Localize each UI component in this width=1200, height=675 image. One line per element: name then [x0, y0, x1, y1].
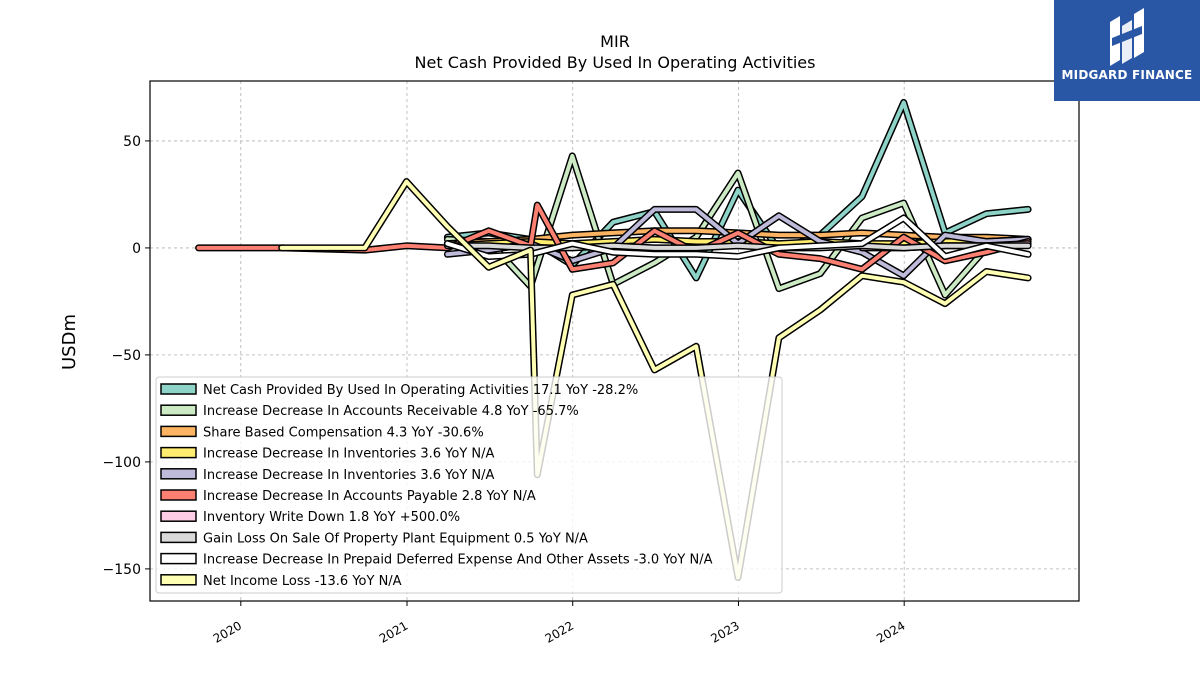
series-line-7	[443, 242, 1032, 252]
legend-swatch	[160, 446, 197, 459]
x-tick-label: 2023	[708, 618, 741, 645]
legend-swatch	[160, 510, 197, 522]
legend-entry: Increase Decrease In Accounts Payable 2.…	[203, 489, 536, 504]
series-line-stroke	[279, 179, 1031, 580]
legend-swatch	[160, 574, 197, 586]
legend-box	[155, 376, 783, 594]
y-tick-label: 50	[123, 134, 141, 150]
legend-entry: Increase Decrease In Inventories 3.6 YoY…	[203, 468, 495, 483]
y-tick-label: 0	[132, 241, 141, 257]
legend-entry: Net Cash Provided By Used In Operating A…	[203, 383, 638, 398]
series-line-9	[278, 178, 1032, 581]
legend-entry: Inventory Write Down 1.8 YoY +500.0%	[203, 510, 460, 525]
y-axis-label: USDm	[59, 314, 80, 370]
x-tick-label: 2024	[874, 618, 907, 645]
brand-name: MIDGARD FINANCE	[1061, 68, 1193, 82]
legend-entry: Increase Decrease In Prepaid Deferred Ex…	[203, 553, 713, 568]
legend-entry: Increase Decrease In Accounts Receivable…	[203, 404, 579, 419]
legend-entry: Gain Loss On Sale Of Property Plant Equi…	[203, 531, 588, 546]
series-line-stroke	[445, 243, 1031, 250]
series-layer	[195, 98, 1032, 581]
legend-swatch	[160, 425, 197, 438]
chart-subtitle: Net Cash Provided By Used In Operating A…	[415, 53, 816, 72]
legend-swatch	[160, 489, 197, 501]
series-line-8	[443, 214, 1032, 260]
y-tick-label: −50	[111, 348, 141, 364]
plot-frame	[149, 80, 1080, 602]
legend-swatch	[160, 531, 197, 544]
y-tick-label: −100	[103, 455, 141, 471]
legend: Net Cash Provided By Used In Operating A…	[155, 376, 783, 594]
legend-entry: Net Income Loss -13.6 YoY N/A	[203, 574, 402, 589]
chart-title: MIR	[600, 32, 630, 51]
brand-logo: MIDGARD FINANCE	[1054, 0, 1200, 101]
legend-swatch	[160, 383, 197, 395]
x-tick-label: 2022	[543, 618, 576, 645]
x-tick-label: 2020	[211, 618, 244, 645]
y-tick-label: −150	[103, 562, 141, 578]
x-tick-label: 2021	[377, 618, 410, 645]
legend-swatch	[160, 468, 197, 480]
midgard-logo-icon	[1110, 8, 1144, 66]
legend-swatch	[160, 552, 197, 565]
series-line-stroke	[445, 216, 1031, 259]
legend-entry: Share Based Compensation 4.3 YoY -30.6%	[203, 425, 484, 440]
legend-entry: Increase Decrease In Inventories 3.6 YoY…	[203, 447, 495, 462]
legend-swatch	[160, 404, 197, 416]
